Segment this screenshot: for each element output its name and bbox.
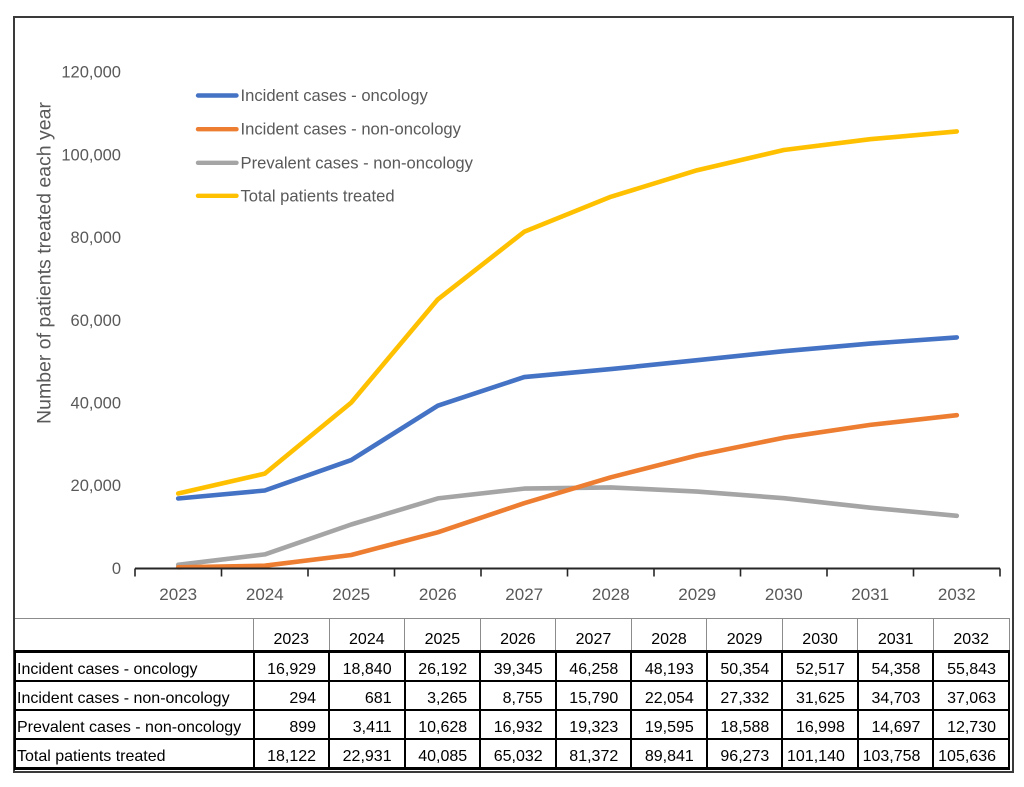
svg-text:100,000: 100,000 xyxy=(61,146,121,164)
svg-text:60,000: 60,000 xyxy=(71,312,121,330)
svg-text:2030: 2030 xyxy=(765,585,803,604)
svg-text:2031: 2031 xyxy=(851,585,889,604)
svg-text:Total patients treated: Total patients treated xyxy=(241,186,395,205)
svg-text:80,000: 80,000 xyxy=(71,229,121,247)
svg-text:Number of patients treated eac: Number of patients treated each year xyxy=(34,102,56,424)
svg-text:2024: 2024 xyxy=(246,585,284,604)
svg-text:2027: 2027 xyxy=(505,585,543,604)
svg-text:Incident cases - non-oncology: Incident cases - non-oncology xyxy=(241,120,462,139)
svg-text:2029: 2029 xyxy=(678,585,716,604)
svg-text:120,000: 120,000 xyxy=(61,64,121,82)
svg-text:2028: 2028 xyxy=(592,585,630,604)
svg-text:20,000: 20,000 xyxy=(71,477,121,495)
svg-text:0: 0 xyxy=(112,560,121,578)
svg-text:2032: 2032 xyxy=(938,585,976,604)
svg-text:2023: 2023 xyxy=(159,585,197,604)
svg-text:40,000: 40,000 xyxy=(71,395,121,413)
svg-text:2025: 2025 xyxy=(332,585,370,604)
svg-text:2026: 2026 xyxy=(419,585,457,604)
svg-text:Incident cases - oncology: Incident cases - oncology xyxy=(241,86,429,105)
svg-text:Prevalent cases - non-oncology: Prevalent cases - non-oncology xyxy=(241,153,474,172)
